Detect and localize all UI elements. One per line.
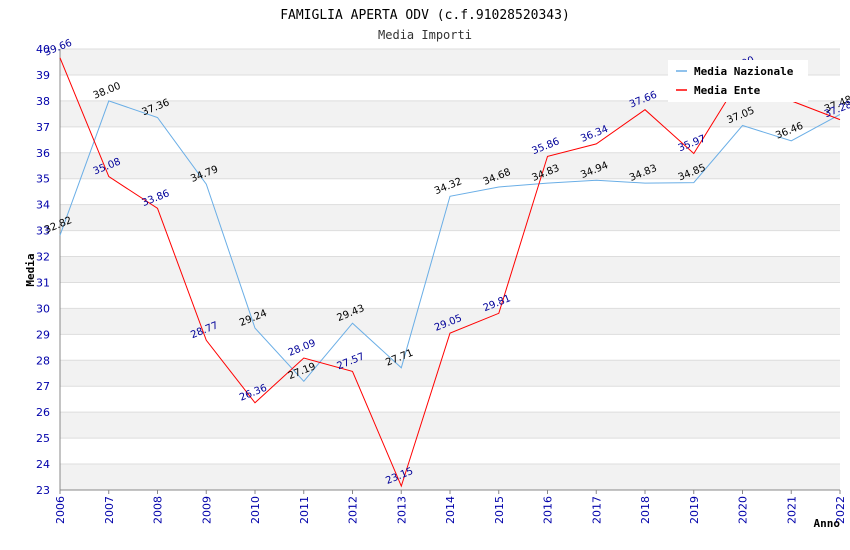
y-axis-label: Media: [24, 253, 37, 286]
grid-band: [60, 412, 840, 439]
x-tick-label: 2018: [639, 496, 652, 524]
x-tick-label: 2012: [347, 496, 360, 524]
legend-label: Media Nazionale: [694, 65, 794, 78]
y-tick-label: 29: [36, 328, 50, 341]
x-tick-label: 2009: [200, 496, 213, 524]
grid-bands: [60, 49, 840, 490]
y-tick-label: 38: [36, 95, 50, 108]
x-axis-ticks: 2006 2007 2008 2009 2010 2011 2012 2013 2014 2015…: [54, 490, 847, 524]
chart-title: FAMIGLIA APERTA ODV (c.f.91028520343): [280, 8, 570, 23]
y-axis-ticks: 23 24 25 26 27 28 29 30 31 32 33 34 35 36 37 38 39 40: [36, 43, 50, 497]
data-label: 28.09: [287, 338, 318, 359]
series-line-media-nazionale: [59, 100, 841, 383]
grid-band: [60, 464, 840, 490]
x-tick-label: 2008: [152, 496, 165, 524]
data-label: 34.32: [433, 176, 464, 197]
y-tick-label: 28: [36, 354, 50, 367]
grid-band: [60, 100, 840, 127]
legend-background: [668, 60, 808, 102]
x-tick-label: 2014: [444, 496, 457, 524]
grid-band: [60, 204, 840, 231]
grid-lines: [59, 48, 840, 491]
x-tick-label: 2019: [688, 496, 701, 524]
y-tick-label: 32: [36, 251, 50, 264]
x-tick-label: 2011: [298, 496, 311, 524]
x-tick-label: 2017: [590, 496, 603, 524]
x-tick-label: 2007: [103, 496, 116, 524]
x-tick-label: 2021: [785, 496, 798, 524]
y-tick-label: 37: [36, 121, 50, 134]
data-label: 32.82: [43, 215, 74, 236]
y-tick-label: 25: [36, 432, 50, 445]
grid-band: [60, 256, 840, 283]
x-axis-label: Anno: [814, 517, 841, 530]
y-tick-label: 39: [36, 69, 50, 82]
y-tick-label: 35: [36, 173, 50, 186]
legend-label: Media Ente: [694, 84, 761, 97]
x-tick-label: 2010: [249, 496, 262, 524]
data-label: 38.00: [92, 81, 123, 102]
series-line-media-ente: [59, 57, 841, 488]
x-tick-label: 2015: [493, 496, 506, 524]
y-tick-label: 30: [36, 302, 50, 315]
x-tick-label: 2020: [737, 496, 750, 524]
grid-band: [60, 308, 840, 335]
y-tick-label: 27: [36, 380, 50, 393]
series-lines: [59, 57, 841, 488]
y-tick-label: 31: [36, 276, 50, 289]
x-tick-label: 2006: [54, 496, 67, 524]
y-tick-label: 23: [36, 484, 50, 497]
x-tick-label: 2022: [834, 496, 847, 524]
x-tick-label: 2013: [395, 496, 408, 524]
grid-band: [60, 360, 840, 387]
y-tick-label: 40: [36, 43, 50, 56]
x-tick-label: 2016: [542, 496, 555, 524]
y-tick-label: 34: [36, 199, 50, 212]
data-label: 35.97: [677, 133, 708, 154]
legend: Media Nazionale Media Ente: [668, 60, 808, 102]
y-tick-label: 36: [36, 147, 50, 160]
y-tick-label: 33: [36, 225, 50, 238]
grid-band: [60, 152, 840, 179]
y-tick-label: 24: [36, 458, 50, 471]
y-tick-label: 26: [36, 406, 50, 419]
chart-subtitle: Media Importi: [378, 28, 472, 42]
